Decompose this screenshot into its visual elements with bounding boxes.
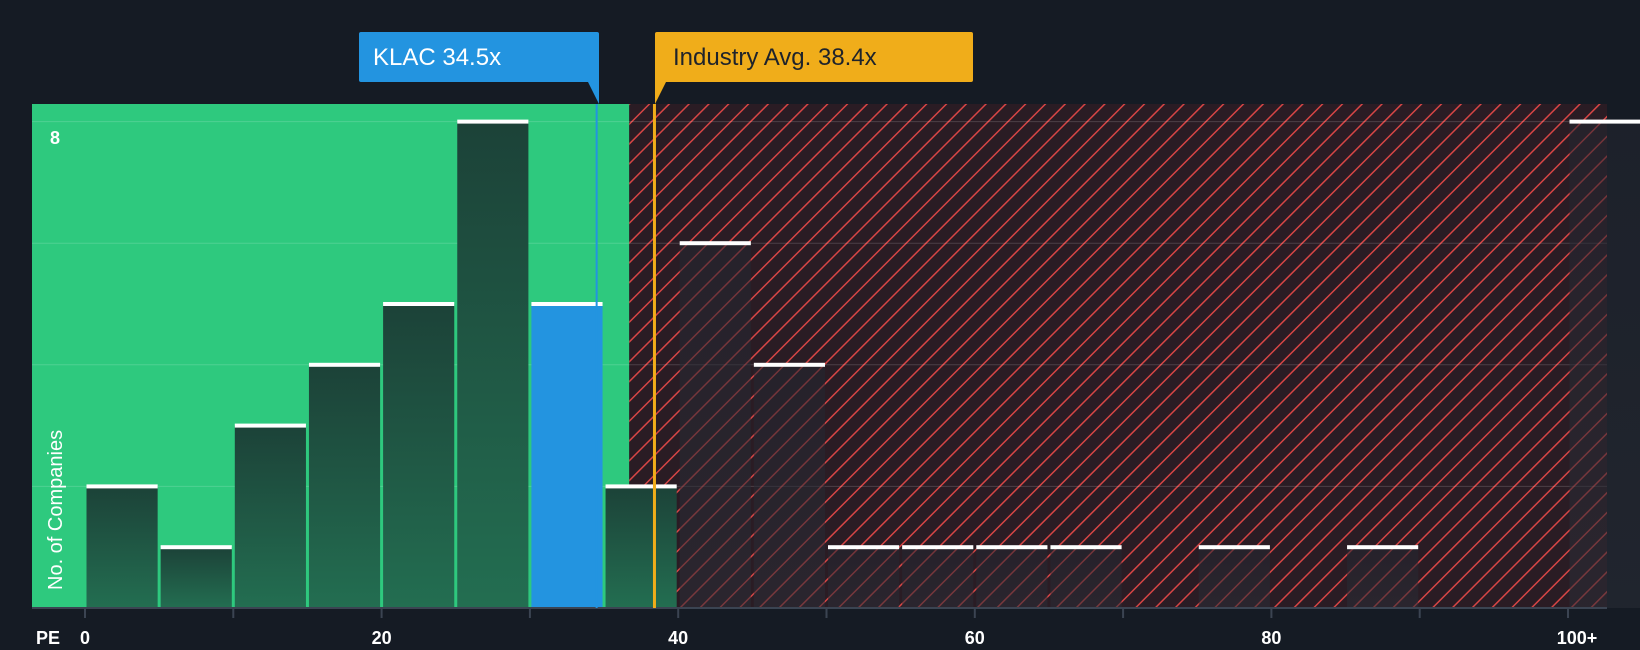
bar-cap-50 [828,545,900,550]
bar-35 [605,486,677,608]
x-tick-label: 100+ [1557,628,1598,648]
bar-100 [1569,121,1640,608]
bar-cap-45 [753,362,825,367]
bar-60 [976,547,1048,608]
bar-50 [828,547,900,608]
x-tick-label: 80 [1261,628,1281,648]
bar-cap-0 [86,484,158,489]
bar-cap-10 [234,423,306,428]
x-tick-label: 0 [80,628,90,648]
industry-callout-pointer [655,80,667,104]
bar-cap-35 [605,484,677,489]
company-callout-box [359,32,599,82]
bar-40 [679,243,751,608]
y-axis-label: No. of Companies [45,430,67,590]
bar-0 [86,486,158,608]
industry-callout: Industry Avg. 38.4x [655,32,973,104]
bar-65 [1050,547,1122,608]
industry-callout-box [655,32,973,82]
bar-cap-30 [531,302,603,306]
bar-20 [383,304,455,608]
industry-callout-label: Industry Avg. 38.4x [673,44,877,71]
bar-10 [234,425,306,608]
bar-cap-65 [1050,545,1122,550]
bar-cap-40 [679,241,751,246]
x-tick-label: 40 [668,628,688,648]
bar-cap-25 [457,119,529,124]
bar-30 [531,304,603,608]
y-tick-label-8: 8 [50,128,60,148]
bar-cap-60 [976,545,1048,550]
bar-75 [1198,547,1270,608]
bar-cap-15 [308,362,381,367]
bar-cap-5 [160,545,232,550]
x-tick-label: 60 [965,628,985,648]
company-callout-pointer [587,80,599,104]
bar-cap-55 [902,545,974,550]
bars [86,119,1640,608]
bar-5 [160,547,232,608]
x-axis-label: PE [36,628,60,648]
company-callout: KLAC 34.5x [359,32,599,104]
bar-45 [753,364,825,608]
bar-cap-20 [383,302,455,306]
company-callout-label: KLAC 34.5x [373,44,501,71]
bar-25 [457,121,529,608]
bar-15 [308,364,381,608]
bar-85 [1347,547,1419,608]
bar-cap-85 [1347,545,1419,550]
x-tick-label: 20 [372,628,392,648]
bar-cap-75 [1198,545,1270,550]
bar-cap-100 [1569,119,1640,124]
x-axis-ticks: 0 20 40 60 80 100+ [80,608,1597,648]
bar-55 [902,547,974,608]
